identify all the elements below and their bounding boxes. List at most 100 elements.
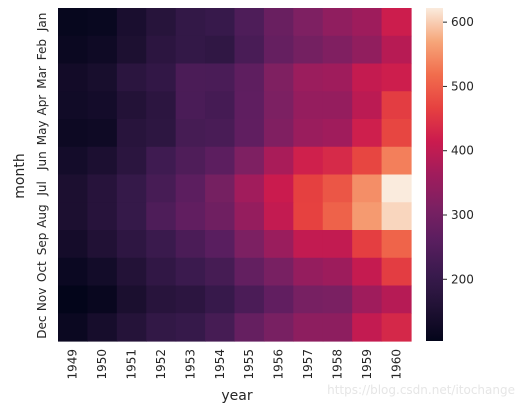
heatmap-cell: [87, 146, 118, 176]
heatmap-cell: [352, 63, 383, 92]
colorbar: [426, 8, 443, 341]
heatmap-cell: [116, 313, 147, 342]
x-tick-label: 1954: [213, 349, 227, 380]
heatmap-cell: [116, 230, 147, 259]
heatmap-cell: [293, 63, 324, 92]
heatmap-cell: [87, 91, 118, 120]
heatmap-cell: [263, 146, 294, 176]
heatmap-cell: [175, 91, 206, 120]
heatmap-cell: [146, 119, 177, 148]
heatmap-cell: [352, 313, 383, 342]
y-axis-label: month: [12, 153, 28, 198]
heatmap-cell: [234, 257, 265, 287]
heatmap-cell: [322, 35, 353, 65]
x-tick-label: 1960: [389, 349, 403, 380]
heatmap-cell: [116, 202, 147, 231]
heatmap-cell: [381, 230, 412, 259]
heatmap-cell: [205, 146, 236, 176]
heatmap-cell: [146, 174, 177, 203]
x-tick-label: 1949: [66, 349, 80, 380]
y-tick-label: Aug: [35, 204, 49, 227]
y-tick-label: Nov: [35, 288, 49, 311]
heatmap-cells: [58, 8, 412, 342]
y-tick-label: Mar: [35, 66, 49, 89]
heatmap-cell: [175, 119, 206, 148]
heatmap-cell: [146, 230, 177, 259]
x-tick-label: 1957: [301, 349, 315, 380]
heatmap-cell: [205, 8, 236, 37]
heatmap-cell: [381, 35, 412, 65]
heatmap-cell: [146, 313, 177, 342]
heatmap-cell: [352, 285, 383, 314]
heatmap-cell: [234, 119, 265, 148]
y-tick-label: Jun: [35, 151, 49, 171]
heatmap-cell: [146, 63, 177, 92]
heatmap-cell: [352, 146, 383, 176]
heatmap-cell: [234, 202, 265, 231]
heatmap-cell: [234, 63, 265, 92]
x-tick-label: 1950: [95, 349, 109, 380]
heatmap-cell: [352, 91, 383, 120]
y-axis-ticks: Jan Feb Mar Apr May Jun Jul Aug Sep Oct Nov Dec: [35, 13, 49, 339]
heatmap-cell: [322, 8, 353, 37]
heatmap-cell: [146, 257, 177, 287]
heatmap-cell: [58, 285, 89, 314]
heatmap-cell: [87, 313, 118, 342]
heatmap-cell: [381, 202, 412, 231]
heatmap-cell: [205, 313, 236, 342]
heatmap-cell: [263, 230, 294, 259]
colorbar-tick-label: 200: [451, 272, 474, 286]
heatmap-cell: [322, 202, 353, 231]
heatmap-cell: [175, 174, 206, 203]
heatmap-cell: [116, 146, 147, 176]
heatmap-cell: [87, 230, 118, 259]
x-tick-label: 1956: [272, 349, 286, 380]
colorbar-ticks: 200 300 400 500 600: [443, 15, 474, 286]
heatmap-cell: [263, 174, 294, 203]
heatmap-cell: [58, 63, 89, 92]
y-tick-label: Feb: [35, 39, 49, 60]
y-tick-label: Sep: [35, 233, 49, 256]
heatmap-cell: [58, 119, 89, 148]
heatmap-cell: [263, 91, 294, 120]
heatmap-cell: [263, 63, 294, 92]
heatmap-cell: [293, 257, 324, 287]
heatmap-cell: [263, 35, 294, 65]
heatmap-cell: [263, 119, 294, 148]
heatmap-cell: [87, 63, 118, 92]
heatmap-cell: [352, 119, 383, 148]
heatmap-cell: [293, 35, 324, 65]
heatmap-cell: [293, 202, 324, 231]
heatmap-cell: [322, 174, 353, 203]
heatmap-cell: [234, 174, 265, 203]
heatmap-cell: [352, 35, 383, 65]
heatmap-cell: [293, 285, 324, 314]
heatmap-cell: [205, 35, 236, 65]
heatmap-cell: [205, 285, 236, 314]
heatmap-cell: [293, 119, 324, 148]
heatmap-cell: [263, 8, 294, 37]
heatmap-cell: [87, 35, 118, 65]
heatmap-cell: [58, 146, 89, 176]
heatmap-cell: [322, 230, 353, 259]
heatmap-cell: [381, 63, 412, 92]
heatmap-cell: [293, 8, 324, 37]
x-tick-label: 1959: [360, 349, 374, 380]
heatmap-cell: [58, 91, 89, 120]
heatmap-cell: [175, 257, 206, 287]
heatmap-cell: [87, 174, 118, 203]
heatmap-cell: [175, 146, 206, 176]
heatmap-cell: [146, 35, 177, 65]
heatmap-cell: [352, 230, 383, 259]
heatmap-cell: [58, 35, 89, 65]
heatmap-cell: [263, 313, 294, 342]
heatmap-cell: [234, 285, 265, 314]
heatmap-cell: [116, 285, 147, 314]
heatmap-cell: [146, 285, 177, 314]
heatmap-cell: [322, 313, 353, 342]
heatmap-cell: [175, 285, 206, 314]
y-tick-label: Jan: [35, 13, 49, 33]
y-tick-label: Jul: [35, 181, 49, 196]
